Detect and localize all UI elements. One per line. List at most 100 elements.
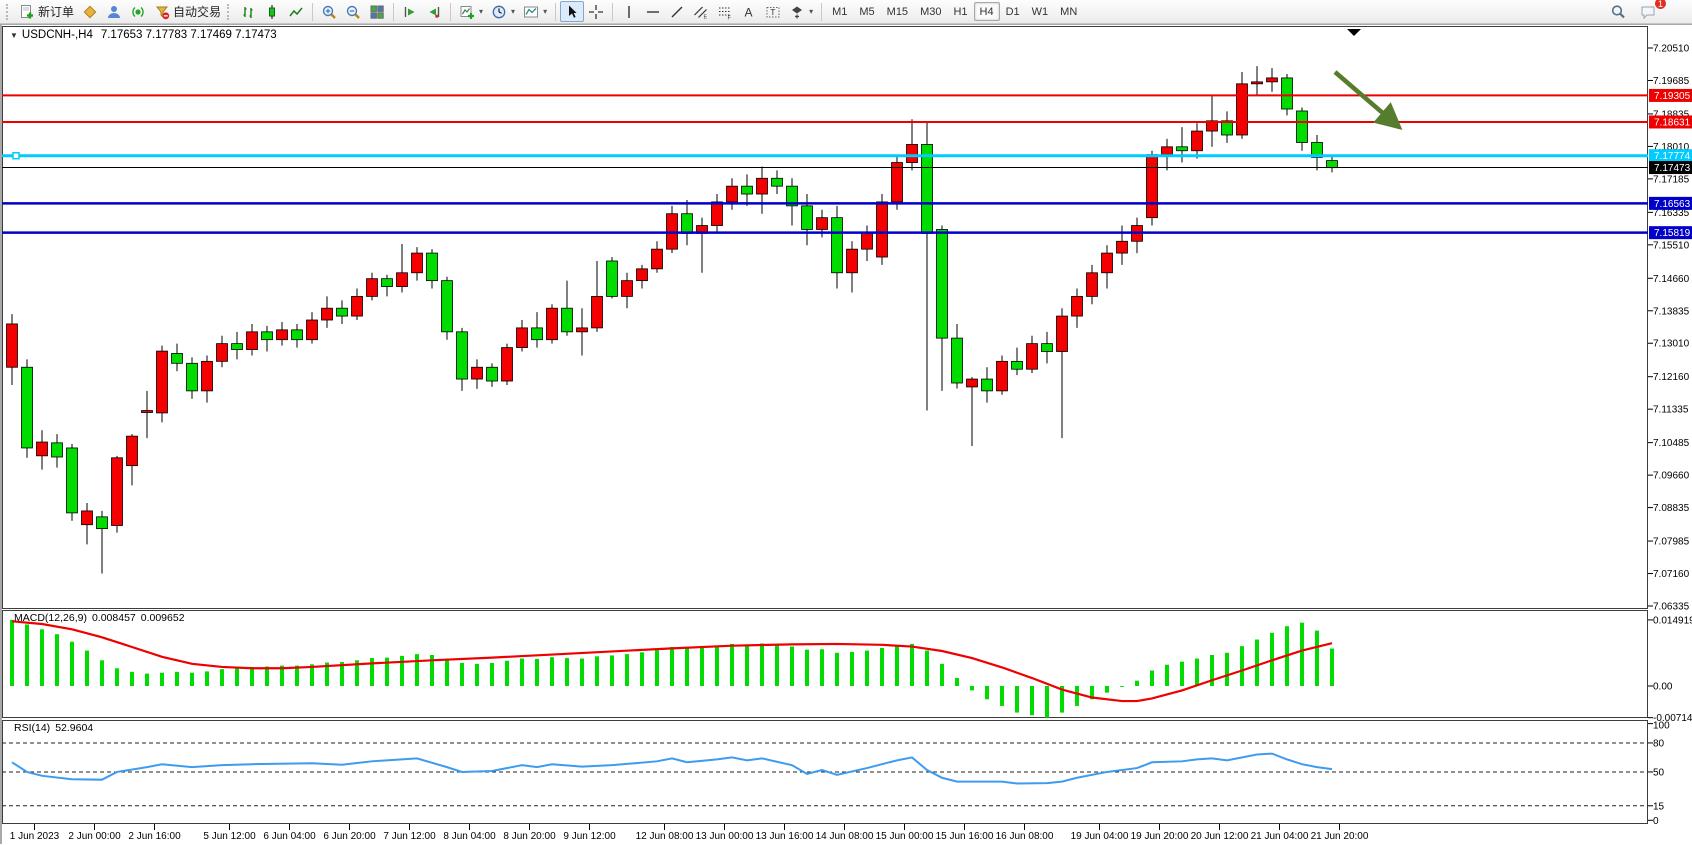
- svg-text:16 Jun 08:00: 16 Jun 08:00: [996, 831, 1054, 842]
- svg-text:F: F: [728, 15, 732, 20]
- scroll-to-end-button[interactable]: [398, 1, 422, 22]
- svg-text:7.17774: 7.17774: [1654, 151, 1691, 162]
- line-chart-icon: [289, 7, 303, 16]
- svg-text:0.014919: 0.014919: [1653, 615, 1692, 626]
- svg-text:1 Jun 2023: 1 Jun 2023: [10, 831, 60, 842]
- svg-text:E: E: [704, 14, 708, 20]
- toolbar-grip: [6, 3, 11, 20]
- timeframe-button-h1[interactable]: H1: [947, 2, 973, 21]
- svg-text:14 Jun 08:00: 14 Jun 08:00: [816, 831, 874, 842]
- trendline-tool-button[interactable]: [665, 1, 689, 22]
- chart-shift-button[interactable]: [422, 1, 446, 22]
- vertical-line-icon: [628, 5, 630, 18]
- line-chart-button[interactable]: [284, 1, 308, 22]
- rsi-indicator-label: RSI(14) 52.9604: [14, 722, 94, 734]
- notification-badge: 1: [1654, 0, 1667, 10]
- svg-text:7.18631: 7.18631: [1654, 117, 1691, 128]
- svg-text:7.15819: 7.15819: [1654, 228, 1691, 239]
- svg-text:8 Jun 04:00: 8 Jun 04:00: [443, 831, 496, 842]
- macd-signal-value: 0.009652: [140, 612, 185, 624]
- candles-layer: [6, 66, 1338, 574]
- signal-button[interactable]: [126, 1, 150, 22]
- vertical-line-tool-button[interactable]: [617, 1, 641, 22]
- svg-text:19 Jun 20:00: 19 Jun 20:00: [1131, 831, 1189, 842]
- svg-text:13 Jun 00:00: 13 Jun 00:00: [696, 831, 754, 842]
- timeframe-button-m15[interactable]: M15: [881, 2, 914, 21]
- timeframe-button-h4[interactable]: H4: [973, 2, 1000, 21]
- chat-button[interactable]: [1636, 1, 1660, 22]
- svg-text:7.18835: 7.18835: [1653, 109, 1690, 120]
- timeframe-button-mn[interactable]: MN: [1054, 2, 1083, 21]
- toolbar-grip: [227, 3, 232, 20]
- horizontal-line-tool-button[interactable]: [641, 1, 665, 22]
- svg-text:50: 50: [1653, 767, 1665, 778]
- period-button[interactable]: [487, 1, 519, 22]
- template-button[interactable]: [519, 1, 551, 22]
- search-icon: [1611, 4, 1625, 18]
- zoom-out-icon: [346, 5, 360, 19]
- svg-text:80: 80: [1653, 738, 1665, 749]
- chevron-down-icon[interactable]: ▼: [10, 31, 18, 40]
- metaquotes-button[interactable]: [78, 1, 102, 22]
- fibonacci-tool-button[interactable]: F: [713, 1, 737, 22]
- toolbar: 新订单 自动交易: [0, 0, 1692, 24]
- zoom-out-button[interactable]: [341, 1, 365, 22]
- equidistant-channel-tool-button[interactable]: E: [689, 1, 713, 22]
- autotrade-button[interactable]: 自动交易: [150, 1, 225, 22]
- svg-text:7.20510: 7.20510: [1653, 44, 1690, 55]
- profile-button[interactable]: [102, 1, 126, 22]
- search-button[interactable]: [1606, 1, 1630, 22]
- chart-title: ▼ USDCNH-,H4 7.17653 7.17783 7.17469 7.174…: [10, 29, 277, 41]
- svg-text:7.16563: 7.16563: [1654, 199, 1691, 210]
- new-order-icon: [21, 4, 33, 18]
- svg-text:15 Jun 16:00: 15 Jun 16:00: [936, 831, 994, 842]
- chart-shift-icon: [429, 6, 440, 18]
- svg-text:7.19685: 7.19685: [1653, 76, 1690, 87]
- svg-text:9 Jun 12:00: 9 Jun 12:00: [563, 831, 616, 842]
- macd-indicator-label: MACD(12,26,9) 0.008457 0.009652: [14, 612, 185, 624]
- text-label-tool-button[interactable]: T: [761, 1, 785, 22]
- cursor-tool-button[interactable]: [560, 1, 585, 22]
- new-order-label: 新订单: [38, 5, 75, 19]
- new-order-button[interactable]: 新订单: [15, 1, 78, 22]
- timeframe-button-d1[interactable]: D1: [1000, 2, 1026, 21]
- trend-arrow-annotation[interactable]: [1333, 70, 1403, 130]
- toolbar-separator: [312, 2, 314, 21]
- svg-text:19 Jun 04:00: 19 Jun 04:00: [1071, 831, 1129, 842]
- tile-windows-button[interactable]: [365, 1, 389, 22]
- bar-chart-button[interactable]: [236, 1, 260, 22]
- autotrade-label: 自动交易: [173, 5, 222, 19]
- svg-text:7.07985: 7.07985: [1653, 537, 1690, 548]
- svg-text:21 Jun 20:00: 21 Jun 20:00: [1311, 831, 1369, 842]
- crosshair-tool-button[interactable]: [584, 1, 608, 22]
- svg-text:T: T: [770, 7, 775, 17]
- toolbar-separator: [555, 2, 557, 21]
- text-tool-button[interactable]: A: [737, 1, 761, 22]
- chat-icon: [1641, 6, 1655, 19]
- timeframe-button-m30[interactable]: M30: [914, 2, 947, 21]
- chart-canvas[interactable]: 7.20510 7.19685 7.18835 7.18010 7.17185 7.163…: [2, 26, 1692, 845]
- svg-text:7.07160: 7.07160: [1653, 569, 1690, 580]
- quote-ohlc: 7.17653 7.17783 7.17469 7.17473: [100, 29, 277, 41]
- svg-text:8 Jun 20:00: 8 Jun 20:00: [503, 831, 556, 842]
- timeframe-button-m1[interactable]: M1: [826, 2, 853, 21]
- crosshair-icon: [589, 4, 604, 19]
- equidistant-channel-icon: E: [694, 6, 708, 20]
- svg-text:7.09660: 7.09660: [1653, 471, 1690, 482]
- bar-chart-icon: [243, 6, 253, 18]
- new-chart-button[interactable]: [455, 1, 487, 22]
- svg-text:7.16335: 7.16335: [1653, 208, 1690, 219]
- rsi-value: 52.9604: [55, 722, 94, 734]
- arrows-tool-button[interactable]: [785, 1, 817, 22]
- horizontal-line-icon: [647, 10, 660, 13]
- svg-text:7.12160: 7.12160: [1653, 372, 1690, 383]
- period-icon: [492, 5, 506, 18]
- text-label-icon: T: [766, 6, 780, 17]
- candlestick-chart-button[interactable]: [260, 1, 284, 22]
- timeframe-button-m5[interactable]: M5: [853, 2, 880, 21]
- svg-text:7.10485: 7.10485: [1653, 438, 1690, 449]
- svg-text:7.08835: 7.08835: [1653, 503, 1690, 514]
- zoom-in-button[interactable]: [317, 1, 341, 22]
- chart-shift-marker[interactable]: [1347, 29, 1361, 36]
- timeframe-button-w1[interactable]: W1: [1026, 2, 1055, 21]
